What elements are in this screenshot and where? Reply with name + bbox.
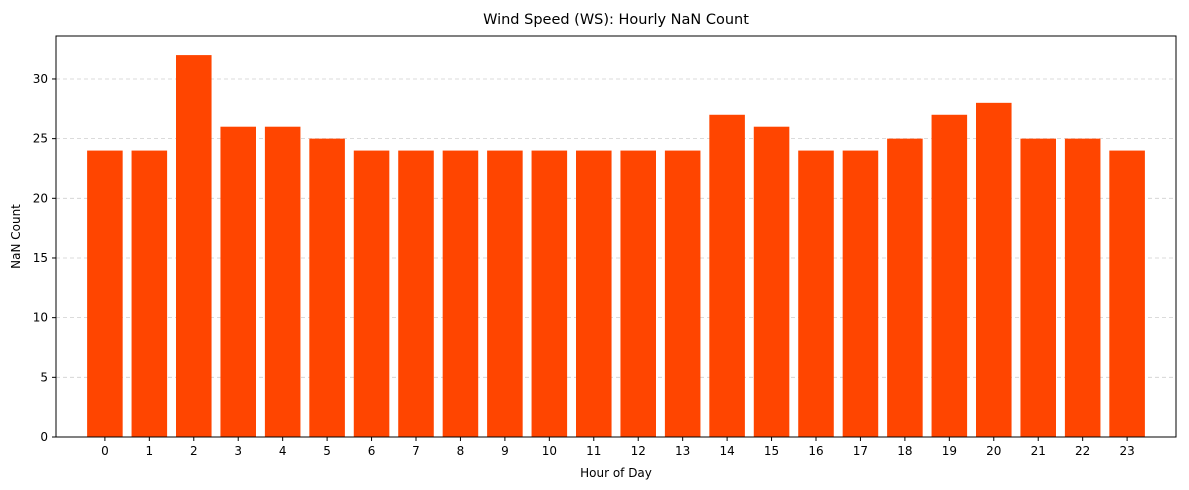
bar-hour-19 bbox=[931, 114, 968, 438]
x-tick-label: 15 bbox=[764, 444, 779, 458]
x-tick-label: 23 bbox=[1119, 444, 1134, 458]
bar-hour-9 bbox=[487, 150, 523, 438]
bar-hour-15 bbox=[753, 126, 790, 437]
bar-hour-7 bbox=[398, 150, 434, 438]
bar-hour-0 bbox=[87, 150, 123, 438]
bars bbox=[87, 55, 1145, 438]
y-tick-label: 20 bbox=[33, 191, 48, 205]
x-tick-label: 0 bbox=[101, 444, 109, 458]
x-tick-label: 11 bbox=[586, 444, 601, 458]
y-tick-label: 25 bbox=[33, 132, 48, 146]
x-tick-label: 18 bbox=[897, 444, 912, 458]
y-tick-label: 10 bbox=[33, 311, 48, 325]
bar-hour-10 bbox=[531, 150, 568, 438]
bar-hour-22 bbox=[1064, 138, 1101, 437]
x-tick-label: 16 bbox=[808, 444, 823, 458]
x-tick-label: 22 bbox=[1075, 444, 1090, 458]
bar-hour-2 bbox=[176, 55, 212, 437]
bar-hour-23 bbox=[1109, 150, 1145, 438]
bar-hour-13 bbox=[664, 150, 701, 438]
x-tick-label: 10 bbox=[542, 444, 557, 458]
y-tick-label: 5 bbox=[40, 370, 48, 384]
bar-hour-12 bbox=[620, 150, 656, 438]
x-axis-ticks: 0 1 2 3 4 5 6 7 8 9 10 11 12 13 14 15 16 17 18 19 20 21 22 23 bbox=[101, 437, 1135, 458]
x-tick-label: 6 bbox=[368, 444, 376, 458]
x-tick-label: 5 bbox=[323, 444, 331, 458]
bar-hour-21 bbox=[1020, 138, 1056, 437]
x-axis-label: Hour of Day bbox=[580, 466, 652, 480]
bar-hour-16 bbox=[798, 150, 834, 438]
x-tick-label: 4 bbox=[279, 444, 287, 458]
x-tick-label: 7 bbox=[412, 444, 420, 458]
bar-hour-17 bbox=[842, 150, 879, 438]
x-tick-label: 20 bbox=[986, 444, 1001, 458]
x-tick-label: 19 bbox=[942, 444, 957, 458]
bar-hour-20 bbox=[976, 102, 1012, 437]
bar-hour-5 bbox=[309, 138, 345, 437]
bar-hour-6 bbox=[353, 150, 390, 438]
chart-title: Wind Speed (WS): Hourly NaN Count bbox=[483, 12, 749, 28]
x-tick-label: 8 bbox=[457, 444, 465, 458]
y-axis-ticks: 0 5 10 15 20 25 30 bbox=[33, 72, 56, 444]
bar-hour-4 bbox=[264, 126, 301, 437]
x-tick-label: 9 bbox=[501, 444, 509, 458]
bar-hour-14 bbox=[709, 114, 745, 438]
x-tick-label: 3 bbox=[234, 444, 242, 458]
y-tick-label: 30 bbox=[33, 72, 48, 86]
x-tick-label: 12 bbox=[631, 444, 646, 458]
x-tick-label: 17 bbox=[853, 444, 868, 458]
x-tick-label: 21 bbox=[1031, 444, 1046, 458]
plot-frame bbox=[55, 35, 1177, 438]
y-tick-label: 15 bbox=[33, 251, 48, 265]
bar-hour-11 bbox=[576, 150, 612, 438]
x-tick-label: 2 bbox=[190, 444, 198, 458]
bar-hour-1 bbox=[131, 150, 168, 438]
bar-hour-8 bbox=[442, 150, 479, 438]
x-tick-label: 13 bbox=[675, 444, 690, 458]
x-tick-label: 1 bbox=[146, 444, 154, 458]
bar-hour-18 bbox=[887, 138, 923, 437]
bar-hour-3 bbox=[220, 126, 256, 437]
y-tick-label: 0 bbox=[40, 430, 48, 444]
x-tick-label: 14 bbox=[719, 444, 734, 458]
y-axis-label: NaN Count bbox=[9, 204, 23, 269]
